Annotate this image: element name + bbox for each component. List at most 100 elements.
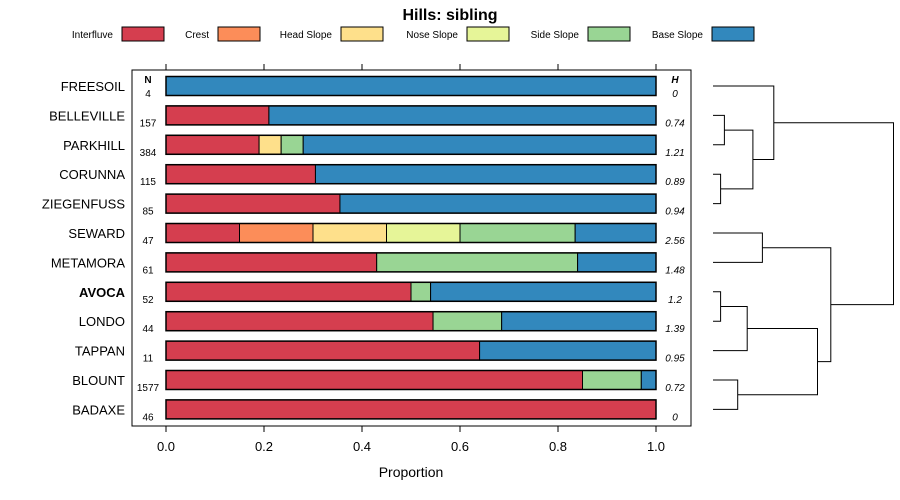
x-tick-label: 0.6 [451, 439, 469, 454]
n-count-label: 46 [142, 412, 154, 423]
category-label: SEWARD [68, 226, 125, 241]
plot-frame [131, 69, 692, 427]
bar-segment [501, 311, 657, 332]
h-value-label: 0 [672, 412, 678, 423]
h-value-label: 2.56 [664, 236, 685, 247]
dendrogram-branch [773, 122, 894, 306]
bar-segment [268, 105, 657, 126]
n-count-label: 44 [142, 324, 154, 335]
h-value-label: 0.72 [665, 383, 685, 394]
dendrogram-branch [713, 114, 725, 146]
h-value-label: 1.39 [665, 324, 685, 335]
bar-segment [165, 164, 316, 185]
n-count-label: 52 [142, 295, 154, 306]
n-count-label: 115 [140, 177, 156, 188]
bar-outline [165, 310, 657, 332]
bar-segment [312, 223, 387, 243]
h-value-label: 1.2 [668, 295, 682, 306]
bar-segment [165, 281, 412, 302]
bar-outline [165, 252, 657, 273]
bar-segment [432, 311, 503, 332]
bar-segment [165, 370, 583, 390]
legend-swatch [121, 26, 165, 42]
category-label: ZIEGENFUSS [42, 197, 125, 212]
h-value-label: 0.89 [665, 177, 685, 188]
x-tick-label: 0.2 [255, 439, 273, 454]
n-count-label: 1577 [137, 383, 160, 394]
dendrogram-branch [737, 328, 818, 396]
h-value-label: 0 [672, 89, 678, 100]
bar-outline [165, 134, 657, 156]
legend-swatch [711, 26, 755, 42]
bar-segment [577, 252, 657, 273]
bar-outline [165, 163, 657, 185]
dendrogram-branch [713, 379, 739, 410]
x-axis: 0.0 0.2 0.4 0.6 0.8 1.0 [157, 64, 665, 454]
bar-segment [640, 370, 657, 390]
bar-outline [165, 399, 657, 420]
category-label: FREESOIL [61, 79, 125, 94]
legend-label: Crest [185, 30, 209, 41]
dendrogram-branch [713, 232, 763, 263]
dendrogram-branch [762, 247, 832, 363]
bar-outline [165, 369, 657, 391]
bar-segment [165, 252, 378, 273]
n-count-label: 157 [140, 118, 157, 129]
category-label: BELLEVILLE [49, 108, 125, 123]
x-tick-label: 0.8 [549, 439, 567, 454]
h-value-label: 0.94 [665, 207, 685, 218]
h-value-label: 1.21 [665, 148, 684, 159]
bar-segment [165, 340, 481, 361]
bar-segment [386, 223, 461, 243]
x-axis-title: Proportion [379, 464, 444, 480]
bar-outline [165, 222, 657, 244]
chart-title: Hills: sibling [402, 7, 497, 24]
category-label: METAMORA [51, 255, 125, 270]
bar-segment [582, 370, 642, 390]
bar-segment [302, 134, 657, 155]
bar-segment [239, 223, 314, 243]
h-column-header: H [671, 75, 679, 86]
bar-segment [479, 340, 657, 361]
legend-label: Nose Slope [406, 30, 458, 41]
bar-segment [165, 399, 657, 420]
bar-outline [165, 105, 657, 126]
dendrogram-branch [713, 306, 748, 352]
n-count-label: 85 [142, 207, 154, 218]
category-label: BLOUNT [72, 373, 125, 388]
legend-label: Base Slope [652, 30, 704, 41]
bar-segment [376, 252, 579, 273]
bar-segment [459, 223, 576, 243]
dendrogram-branch [713, 85, 775, 160]
h-value-label: 0.95 [665, 354, 685, 365]
legend-label: Side Slope [531, 30, 580, 41]
category-label: BADAXE [72, 402, 125, 417]
bar-outline [165, 340, 657, 361]
dendrogram-branch [720, 129, 754, 190]
bar-segment [410, 281, 432, 302]
legend: Interfluve Crest Head Slope Nose Slope Side … [72, 26, 755, 42]
n-column-header: N [144, 75, 151, 86]
dendrogram [713, 85, 894, 410]
n-count-label: 61 [142, 265, 154, 276]
bar-segment [165, 105, 270, 126]
legend-label: Head Slope [280, 30, 333, 41]
bar-outline [165, 75, 657, 97]
bar-outline [165, 193, 657, 214]
bar-segment [574, 223, 657, 243]
legend-swatch [587, 26, 631, 42]
category-label: TAPPAN [75, 344, 125, 359]
bar-segment [280, 134, 304, 155]
bar-segment [314, 164, 657, 185]
n-count-label: 11 [143, 354, 154, 365]
x-tick-label: 0.0 [157, 439, 175, 454]
bar-segment [165, 76, 657, 96]
category-label: LONDO [79, 314, 125, 329]
bar-segment [430, 281, 657, 302]
x-tick-label: 1.0 [647, 439, 665, 454]
bar-segment [165, 311, 434, 332]
n-count-label: 4 [145, 89, 151, 100]
legend-swatch [340, 26, 384, 42]
category-label: CORUNNA [59, 167, 125, 182]
